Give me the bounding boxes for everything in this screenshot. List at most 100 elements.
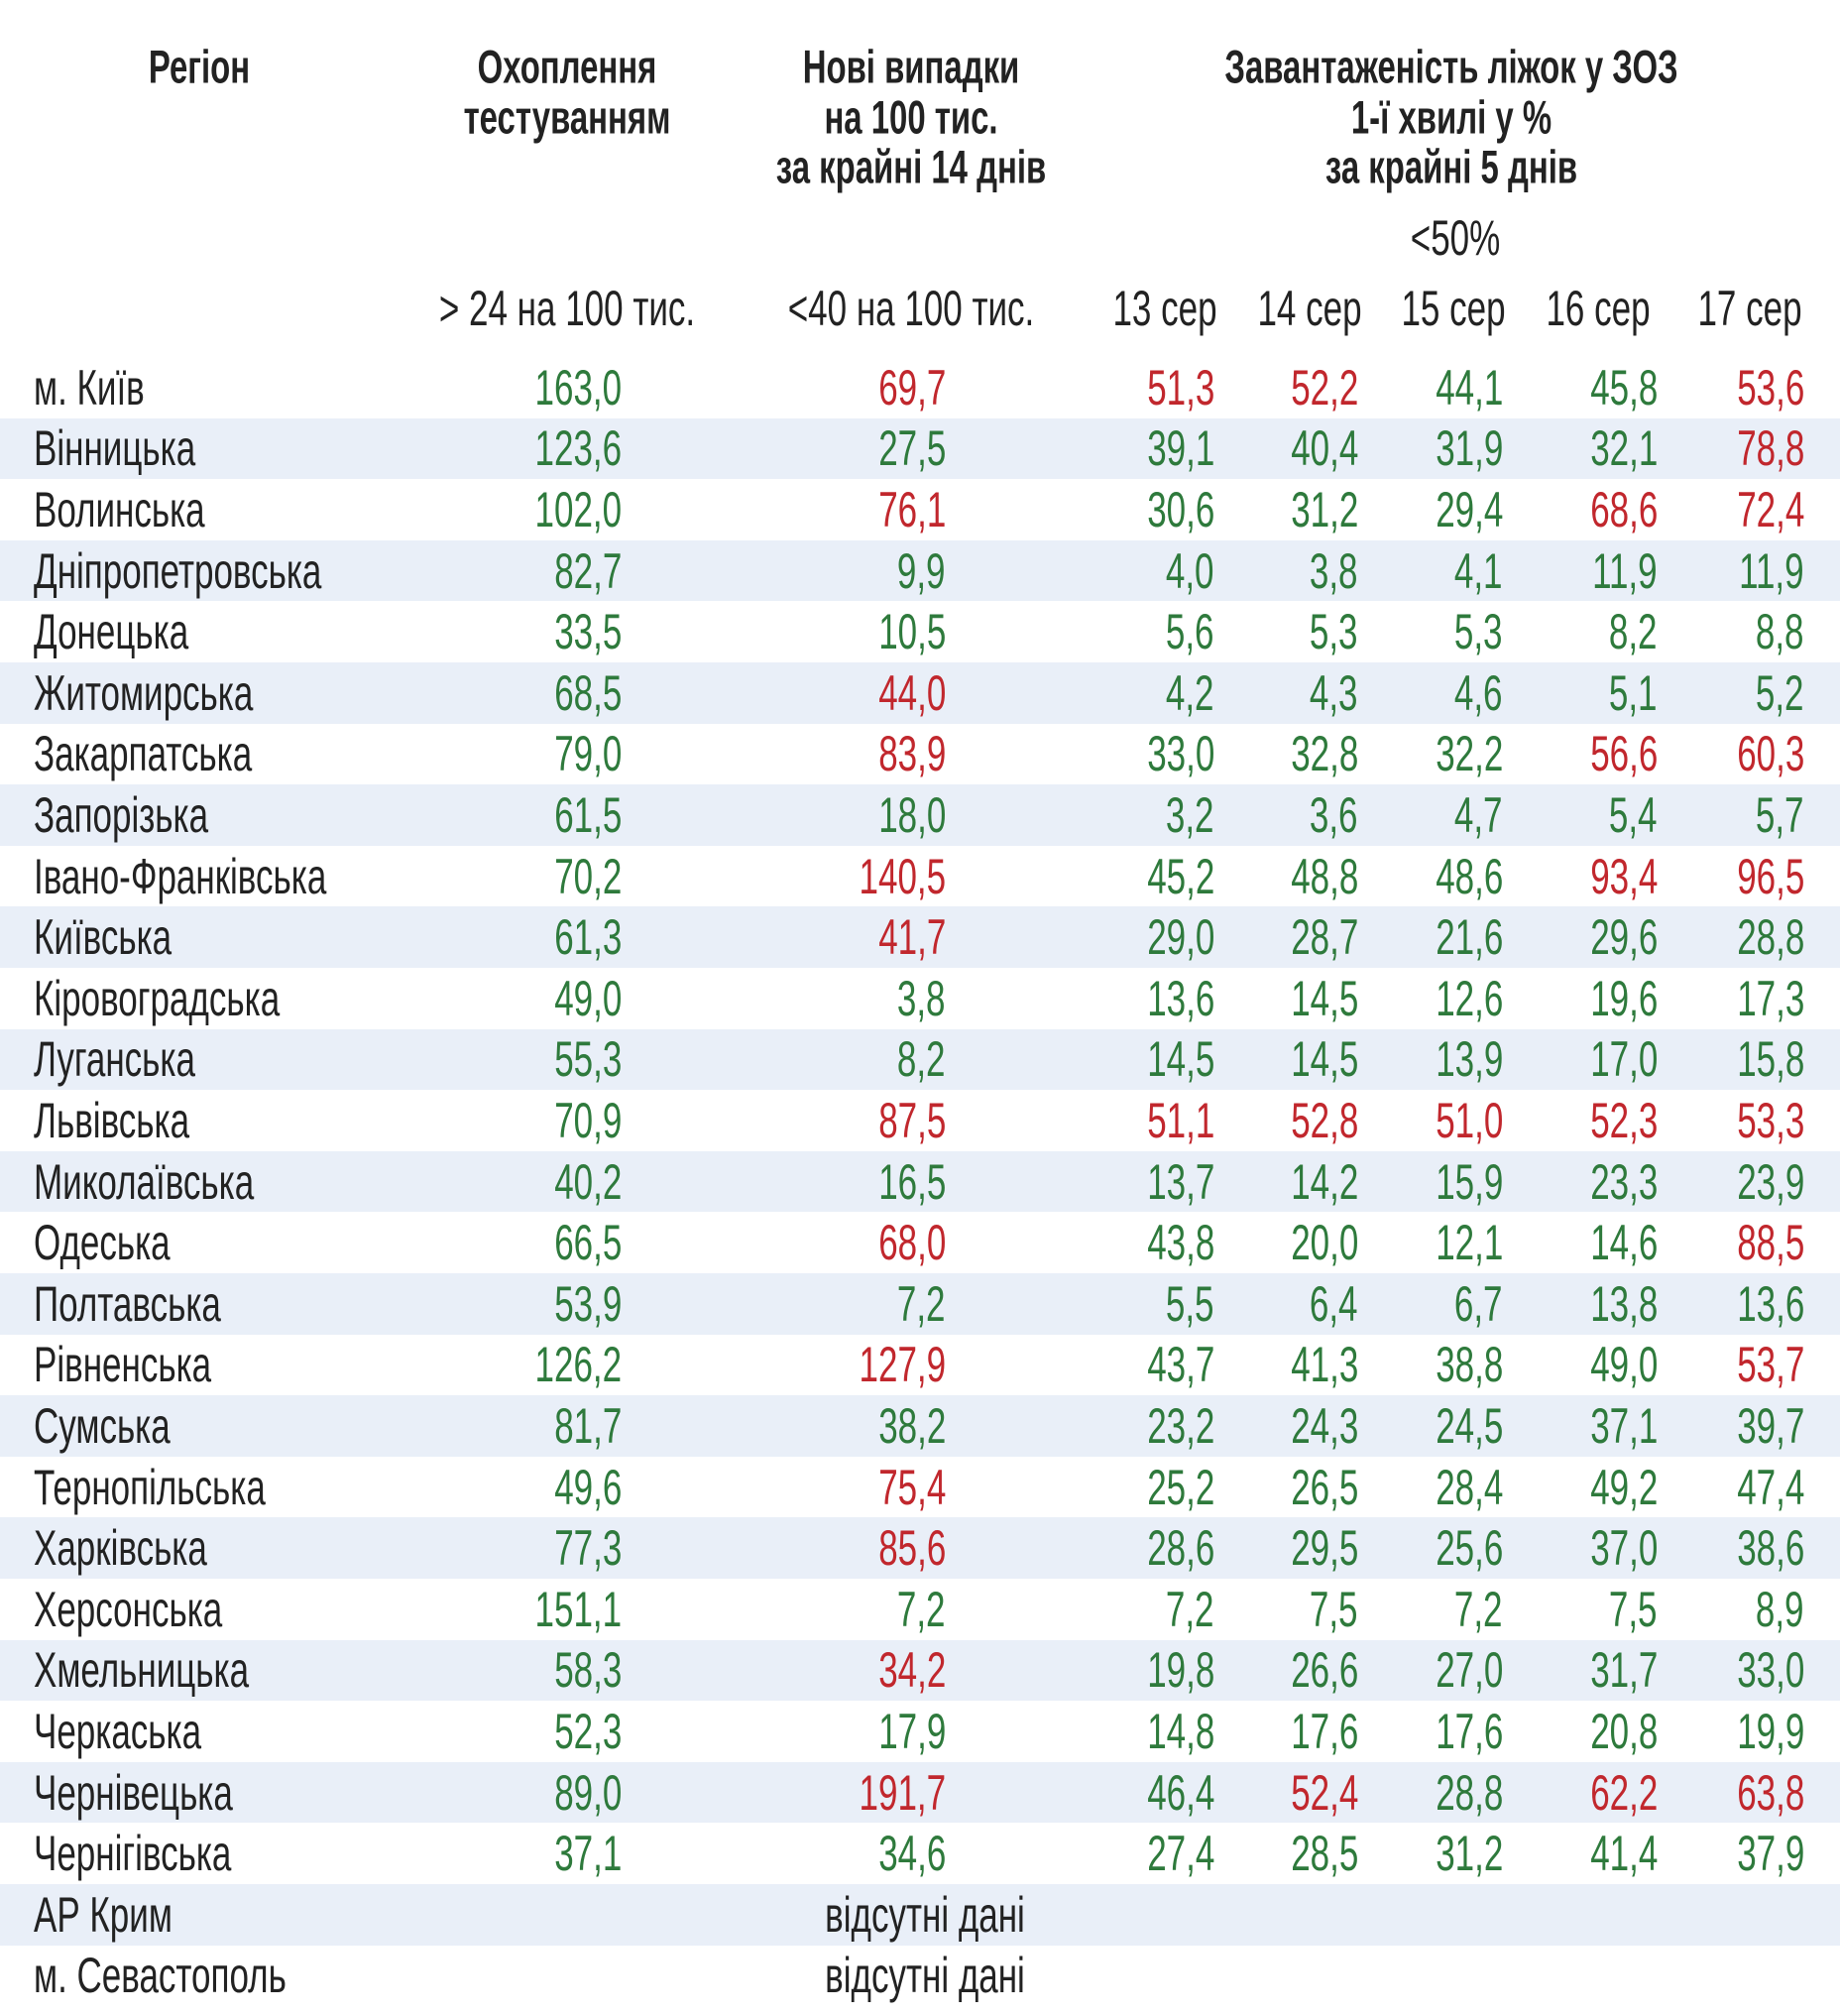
region: Київська [34, 909, 172, 966]
cell-value: 61,3 [553, 909, 622, 966]
cell-value: 56,6 [1589, 726, 1658, 782]
cell-value: 25,6 [1435, 1520, 1503, 1577]
cell-value: 28,8 [1435, 1764, 1503, 1821]
row-stripe [0, 1639, 1840, 1702]
cell-value: 49,6 [553, 1459, 622, 1515]
cell-value: 10,5 [877, 604, 946, 660]
cell-value: 13,6 [1736, 1275, 1804, 1332]
cell-value: 126,2 [534, 1337, 622, 1393]
region: Рівненська [34, 1337, 212, 1393]
date-header: 16 сер [1546, 281, 1651, 336]
cell-value: 29,6 [1589, 909, 1658, 966]
column-header: за крайні 5 днів [1324, 140, 1578, 193]
cell-value: 45,2 [1146, 848, 1214, 904]
cell-value: 41,3 [1290, 1337, 1358, 1393]
cell-value: 3,8 [1310, 542, 1358, 599]
column-header: на 100 тис. [824, 90, 998, 144]
cell-value: 7,2 [1166, 1581, 1214, 1637]
region: Херсонська [34, 1581, 223, 1637]
cell-value: 140,5 [859, 848, 946, 904]
region: Миколаївська [34, 1153, 255, 1210]
cell-value: 14,6 [1589, 1215, 1658, 1271]
cell-value: 53,9 [553, 1275, 622, 1332]
column-header: Охоплення [477, 40, 657, 93]
cell-value: 40,2 [553, 1153, 622, 1210]
cell-value: 4,3 [1310, 664, 1358, 721]
cell-value: 14,5 [1290, 970, 1358, 1026]
cell-value: 81,7 [553, 1398, 622, 1454]
cell-value: 31,7 [1589, 1642, 1658, 1699]
cell-value: 38,6 [1736, 1520, 1804, 1577]
cell-value: 53,3 [1736, 1093, 1804, 1148]
cell-value: 33,0 [1736, 1642, 1804, 1699]
cell-value: 151,1 [534, 1581, 622, 1637]
column-header: Нові випадки [802, 40, 1020, 93]
row-stripe [0, 1150, 1840, 1213]
cell-value: 6,7 [1454, 1275, 1503, 1332]
cell-value: 4,6 [1454, 664, 1503, 721]
cell-value: 44,1 [1435, 359, 1503, 415]
threshold: > 24 на 100 тис. [438, 281, 696, 336]
cell-value: 62,2 [1589, 1764, 1658, 1821]
row-stripe [0, 784, 1840, 846]
row-stripe [0, 662, 1840, 724]
cell-value: 3,8 [897, 970, 946, 1026]
cell-value: 82,7 [553, 542, 622, 599]
cell-value: 5,3 [1310, 604, 1358, 660]
cell-value: 49,2 [1589, 1459, 1658, 1515]
cell-value: 17,0 [1589, 1031, 1658, 1088]
cell-value: 70,9 [553, 1093, 622, 1148]
cell-value: 14,5 [1290, 1031, 1358, 1088]
cell-value: 11,9 [1739, 542, 1804, 599]
cell-value: 27,0 [1435, 1642, 1503, 1699]
cell-value: 34,2 [877, 1642, 946, 1699]
cell-value: 13,6 [1146, 970, 1214, 1026]
cell-value: 16,5 [877, 1153, 946, 1210]
cell-value: 51,3 [1146, 359, 1214, 415]
cell-value: 17,6 [1435, 1704, 1503, 1759]
cell-value: 4,2 [1166, 664, 1214, 721]
region: Івано-Франківська [34, 848, 327, 904]
cell-value: 31,2 [1290, 482, 1358, 537]
cell-value: 66,5 [553, 1215, 622, 1271]
cell-value: 37,0 [1589, 1520, 1658, 1577]
cell-value: 33,5 [553, 604, 622, 660]
region: Сумська [34, 1398, 171, 1454]
cell-value: 88,5 [1736, 1215, 1804, 1271]
cell-value: 17,6 [1290, 1704, 1358, 1759]
cell-value: 14,5 [1146, 1031, 1214, 1088]
cell-value: 37,9 [1736, 1826, 1804, 1882]
cell-value: 25,2 [1146, 1459, 1214, 1515]
cell-value: 5,3 [1454, 604, 1503, 660]
cell-value: 3,6 [1310, 787, 1358, 843]
region: Житомирська [34, 664, 254, 721]
region: м. Севастополь [34, 1948, 287, 2004]
cell-value: 31,9 [1435, 420, 1503, 477]
cell-value: 68,0 [877, 1215, 946, 1271]
cell-value: 34,6 [877, 1826, 946, 1882]
cell-value: 3,2 [1166, 787, 1214, 843]
cell-value: 38,8 [1435, 1337, 1503, 1393]
cell-value: 7,5 [1609, 1581, 1658, 1637]
cell-value: 44,0 [877, 664, 946, 721]
cell-value: 68,5 [553, 664, 622, 721]
cell-value: 52,8 [1290, 1093, 1358, 1148]
cell-value: 63,8 [1736, 1764, 1804, 1821]
cell-value: 7,2 [897, 1275, 946, 1332]
cell-value: 24,5 [1435, 1398, 1503, 1454]
cell-value: 52,4 [1290, 1764, 1358, 1821]
cell-value: 68,6 [1589, 482, 1658, 537]
cell-value: 28,7 [1290, 909, 1358, 966]
threshold: <50% [1410, 210, 1501, 266]
cell-value: 33,0 [1146, 726, 1214, 782]
cell-value: 43,8 [1146, 1215, 1214, 1271]
threshold: <40 на 100 тис. [787, 281, 1035, 336]
cell-value: 55,3 [553, 1031, 622, 1088]
cell-value: 15,9 [1435, 1153, 1503, 1210]
cell-value: 27,4 [1146, 1826, 1214, 1882]
cell-value: 40,4 [1290, 420, 1358, 477]
cell-value: 46,4 [1146, 1764, 1214, 1821]
region: Дніпропетровська [34, 542, 322, 599]
region: Чернівецька [34, 1764, 233, 1821]
cell-value: 5,7 [1756, 787, 1804, 843]
